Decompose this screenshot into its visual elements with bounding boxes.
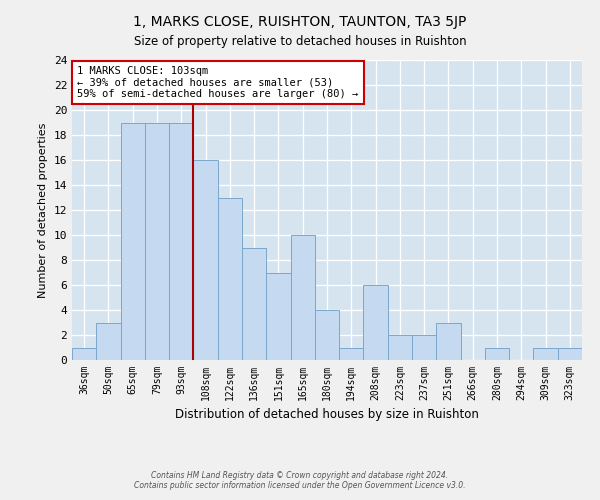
Text: Contains HM Land Registry data © Crown copyright and database right 2024.
Contai: Contains HM Land Registry data © Crown c… bbox=[134, 470, 466, 490]
Bar bbox=[436, 322, 461, 360]
Bar bbox=[485, 348, 509, 360]
Bar bbox=[121, 122, 145, 360]
Bar bbox=[315, 310, 339, 360]
Bar bbox=[242, 248, 266, 360]
Bar bbox=[388, 335, 412, 360]
Bar bbox=[364, 285, 388, 360]
Y-axis label: Number of detached properties: Number of detached properties bbox=[38, 122, 48, 298]
Bar bbox=[145, 122, 169, 360]
Bar bbox=[412, 335, 436, 360]
Bar bbox=[558, 348, 582, 360]
X-axis label: Distribution of detached houses by size in Ruishton: Distribution of detached houses by size … bbox=[175, 408, 479, 422]
Bar bbox=[339, 348, 364, 360]
Bar bbox=[169, 122, 193, 360]
Text: Size of property relative to detached houses in Ruishton: Size of property relative to detached ho… bbox=[134, 35, 466, 48]
Text: 1 MARKS CLOSE: 103sqm
← 39% of detached houses are smaller (53)
59% of semi-deta: 1 MARKS CLOSE: 103sqm ← 39% of detached … bbox=[77, 66, 358, 99]
Bar bbox=[193, 160, 218, 360]
Text: 1, MARKS CLOSE, RUISHTON, TAUNTON, TA3 5JP: 1, MARKS CLOSE, RUISHTON, TAUNTON, TA3 5… bbox=[133, 15, 467, 29]
Bar bbox=[72, 348, 96, 360]
Bar bbox=[266, 272, 290, 360]
Bar bbox=[290, 235, 315, 360]
Bar bbox=[218, 198, 242, 360]
Bar bbox=[96, 322, 121, 360]
Bar bbox=[533, 348, 558, 360]
